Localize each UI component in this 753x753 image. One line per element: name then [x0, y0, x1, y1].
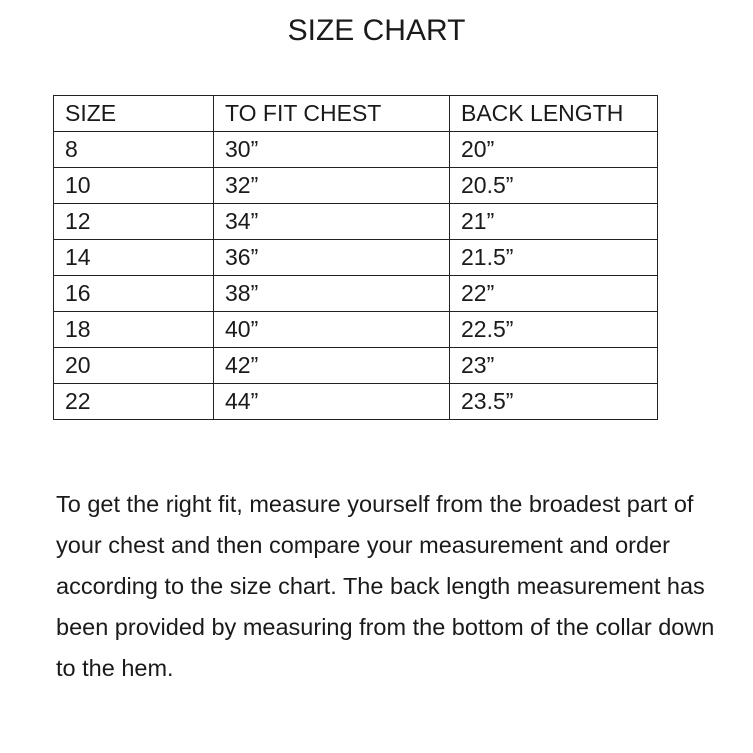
- table-cell: 34”: [213, 203, 450, 240]
- table-row: 10 32” 20.5”: [53, 167, 658, 204]
- table-cell: 42”: [213, 347, 450, 384]
- table-cell: 23”: [449, 347, 658, 384]
- table-cell: 14: [53, 239, 214, 276]
- table-cell: 20: [53, 347, 214, 384]
- table-row: 16 38” 22”: [53, 275, 658, 312]
- table-cell: 30”: [213, 131, 450, 168]
- table-cell: BACK LENGTH: [449, 95, 658, 132]
- table-cell: 23.5”: [449, 383, 658, 420]
- table-cell: 36”: [213, 239, 450, 276]
- table-cell: 22.5”: [449, 311, 658, 348]
- table-cell: 38”: [213, 275, 450, 312]
- table-cell: SIZE: [53, 95, 214, 132]
- table-cell: 18: [53, 311, 214, 348]
- table-cell: 32”: [213, 167, 450, 204]
- table-cell: 20”: [449, 131, 658, 168]
- table-row: 22 44” 23.5”: [53, 383, 658, 420]
- table-header-row: SIZE TO FIT CHEST BACK LENGTH: [53, 95, 658, 132]
- table-cell: 22”: [449, 275, 658, 312]
- table-cell: 22: [53, 383, 214, 420]
- table-cell: 40”: [213, 311, 450, 348]
- table-row: 12 34” 21”: [53, 203, 658, 240]
- table-row: 18 40” 22.5”: [53, 311, 658, 348]
- table-cell: 21.5”: [449, 239, 658, 276]
- table-row: 20 42” 23”: [53, 347, 658, 384]
- table-cell: TO FIT CHEST: [213, 95, 450, 132]
- table-cell: 20.5”: [449, 167, 658, 204]
- table-row: 8 30” 20”: [53, 131, 658, 168]
- table-cell: 10: [53, 167, 214, 204]
- table-cell: 12: [53, 203, 214, 240]
- table-row: 14 36” 21.5”: [53, 239, 658, 276]
- table-cell: 44”: [213, 383, 450, 420]
- table-cell: 8: [53, 131, 214, 168]
- table-cell: 21”: [449, 203, 658, 240]
- fit-instructions: To get the right fit, measure yourself f…: [56, 491, 715, 681]
- table-cell: 16: [53, 275, 214, 312]
- page-title: SIZE CHART: [287, 14, 466, 47]
- size-table: SIZE TO FIT CHEST BACK LENGTH 8 30” 20” 10 32” 2…: [53, 95, 658, 420]
